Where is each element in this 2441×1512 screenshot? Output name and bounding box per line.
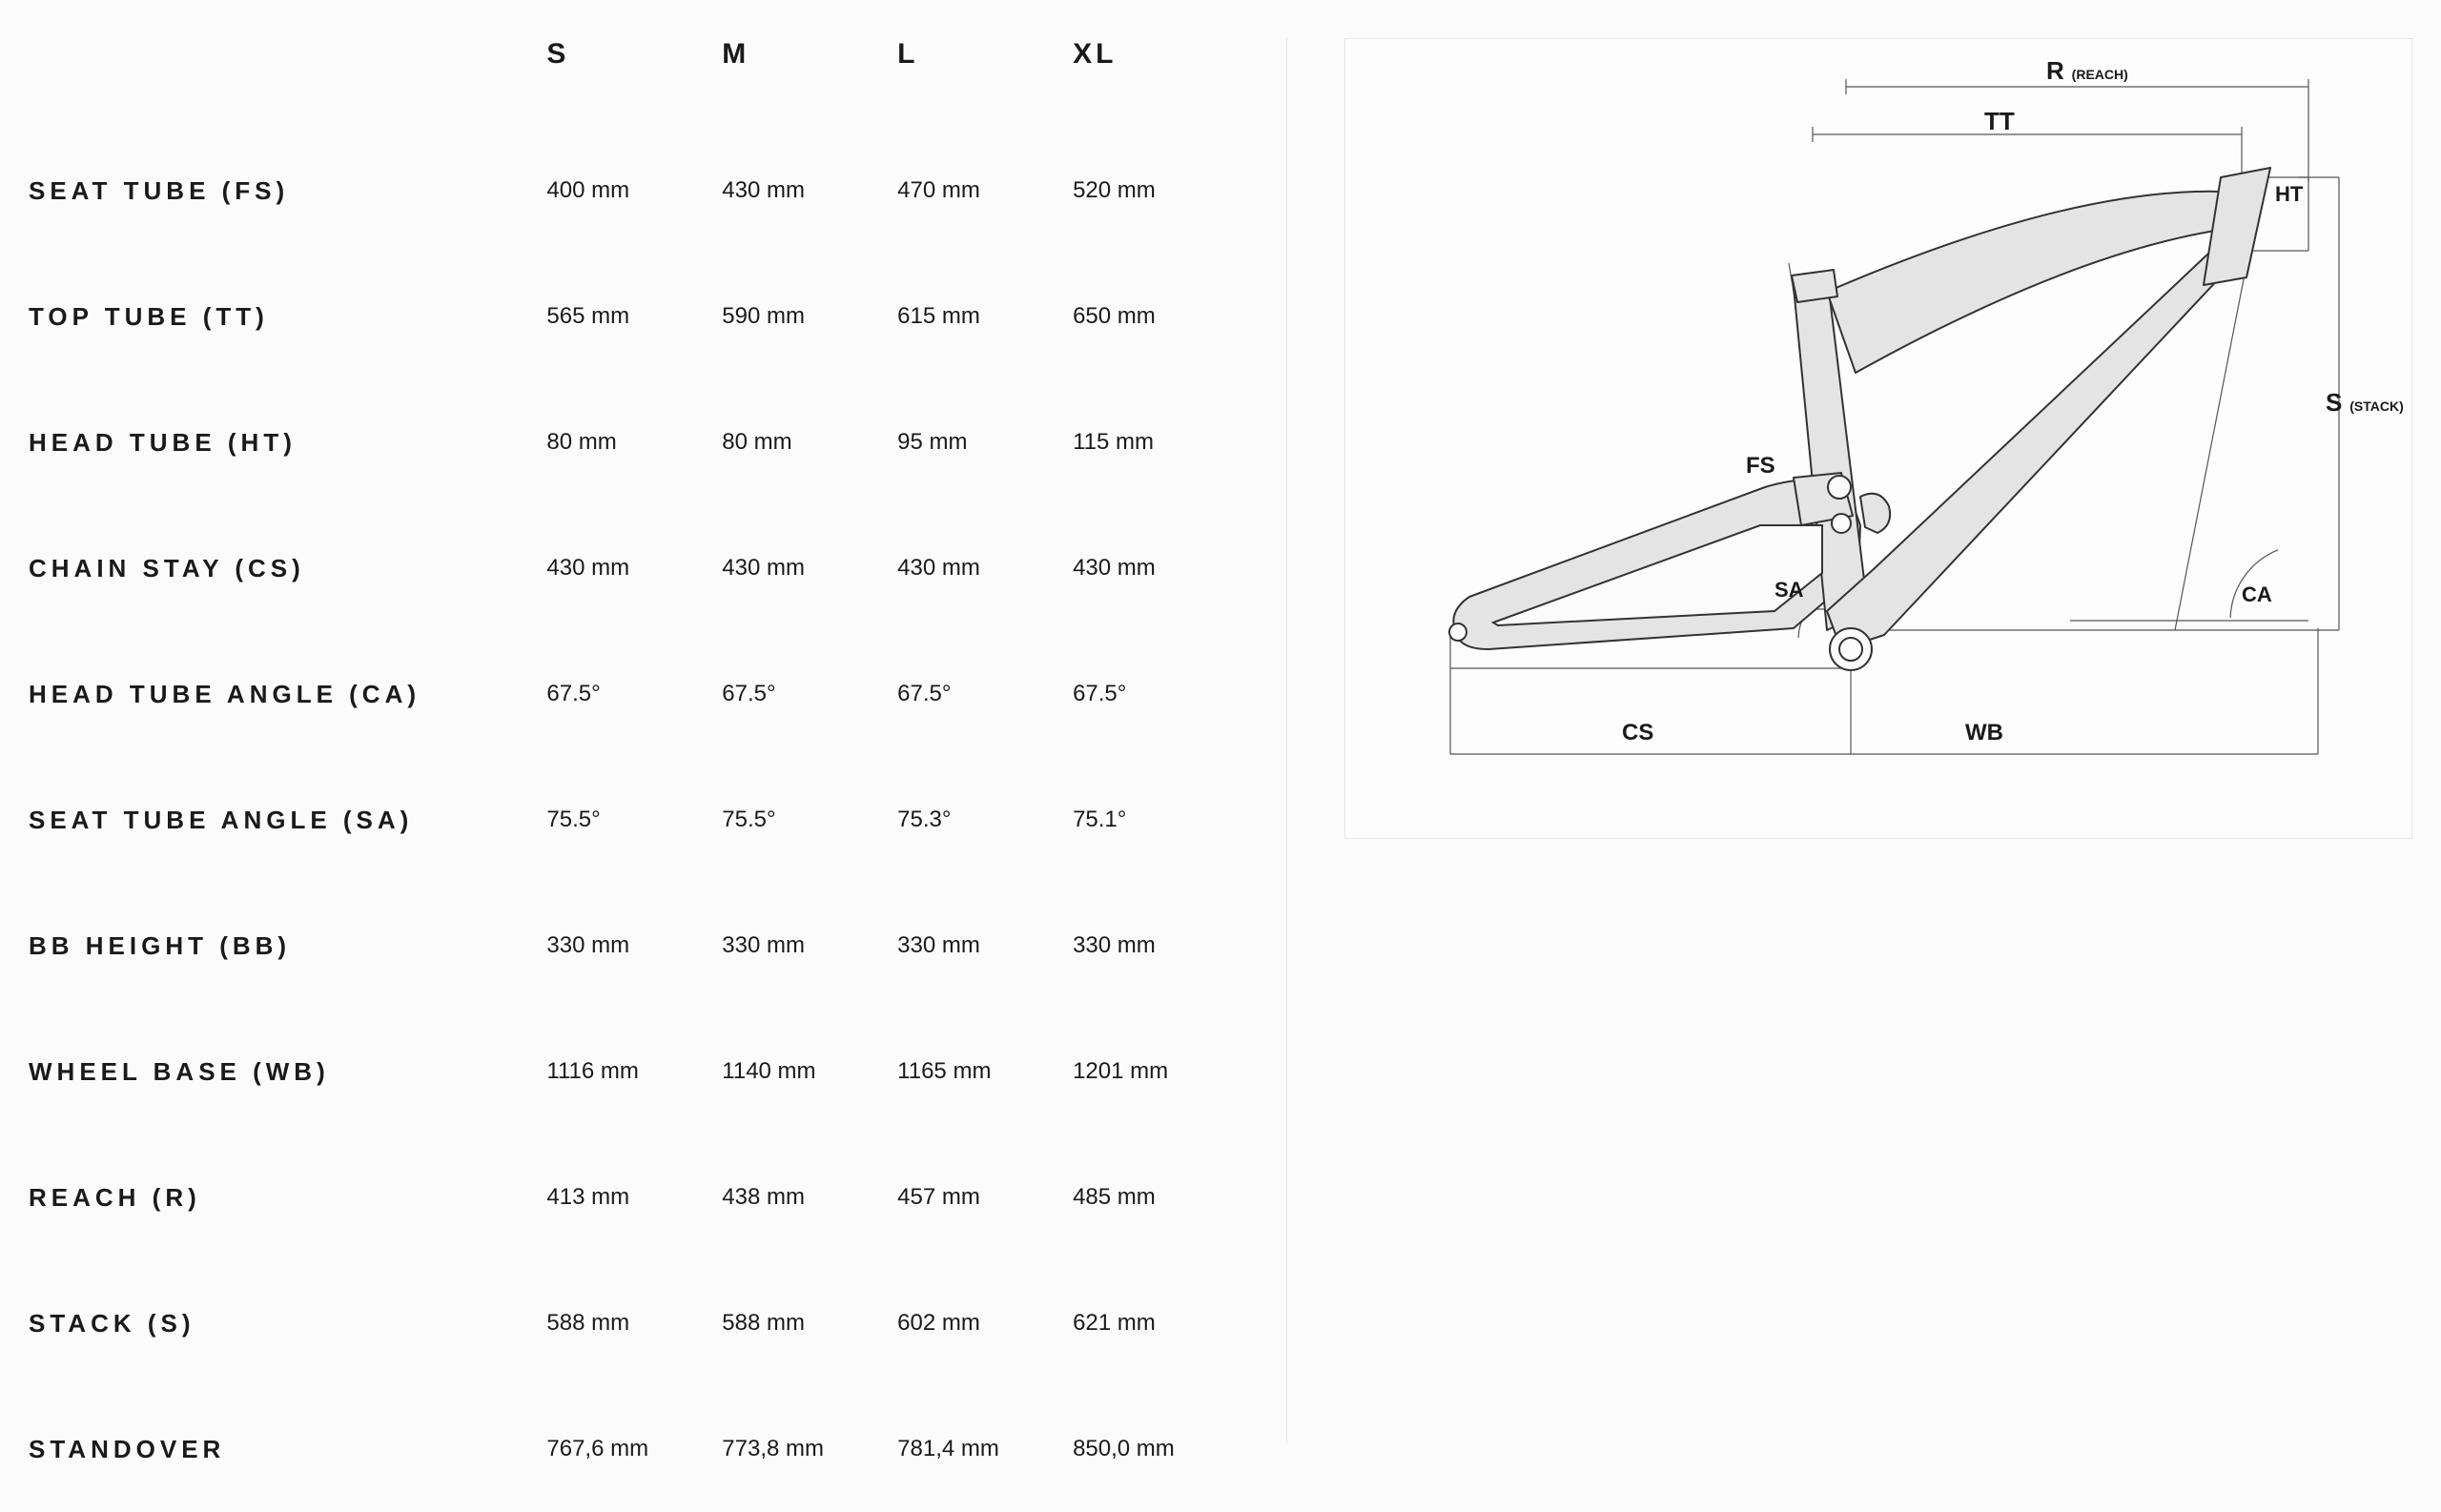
geometry-table: S M L XL SEAT TUBE (FS)400 mm430 mm470 m… — [29, 38, 1248, 1512]
cell-value: 430 mm — [722, 505, 897, 631]
svg-text:TT: TT — [1984, 107, 2015, 135]
cell-value: 650 mm — [1073, 254, 1248, 379]
cell-value: 1140 mm — [722, 1009, 897, 1134]
cell-value: 621 mm — [1073, 1260, 1248, 1386]
cell-value: 588 mm — [722, 1260, 897, 1386]
table-header-row: S M L XL — [29, 38, 1248, 128]
row-label: STANDOVER — [29, 1386, 546, 1512]
table-row: CHAIN STAY (CS)430 mm430 mm430 mm430 mm — [29, 505, 1248, 631]
svg-text:R (REACH): R (REACH) — [2046, 56, 2128, 85]
table-row: REACH (R)413 mm438 mm457 mm485 mm — [29, 1134, 1248, 1260]
row-label: BB HEIGHT (BB) — [29, 883, 546, 1009]
cell-value: 588 mm — [546, 1260, 722, 1386]
row-label: TOP TUBE (TT) — [29, 254, 546, 379]
cell-value: 67.5° — [546, 631, 722, 757]
cell-value: 773,8 mm — [722, 1386, 897, 1512]
cell-value: 67.5° — [722, 631, 897, 757]
table-row: STANDOVER767,6 mm773,8 mm781,4 mm850,0 m… — [29, 1386, 1248, 1512]
col-m: M — [722, 38, 897, 128]
cell-value: 485 mm — [1073, 1134, 1248, 1260]
row-label: WHEEL BASE (WB) — [29, 1009, 546, 1134]
svg-text:SA: SA — [1774, 578, 1804, 602]
cell-value: 80 mm — [722, 379, 897, 505]
row-label: SEAT TUBE ANGLE (SA) — [29, 757, 546, 883]
cell-value: 115 mm — [1073, 379, 1248, 505]
table-row: SEAT TUBE (FS)400 mm430 mm470 mm520 mm — [29, 128, 1248, 254]
svg-text:S (STACK): S (STACK) — [2326, 388, 2404, 417]
cell-value: 590 mm — [722, 254, 897, 379]
cell-value: 438 mm — [722, 1134, 897, 1260]
geometry-table-wrapper: S M L XL SEAT TUBE (FS)400 mm430 mm470 m… — [29, 38, 1287, 1443]
cell-value: 330 mm — [1073, 883, 1248, 1009]
cell-value: 781,4 mm — [897, 1386, 1073, 1512]
cell-value: 767,6 mm — [546, 1386, 722, 1512]
diagram-panel: R (REACH) TT HT S (STACK) FS SA CA CS WB — [1287, 38, 2412, 1443]
svg-text:CS: CS — [1622, 720, 1653, 746]
cell-value: 457 mm — [897, 1134, 1073, 1260]
cell-value: 75.5° — [722, 757, 897, 883]
svg-text:WB: WB — [1965, 720, 2003, 746]
cell-value: 330 mm — [897, 883, 1073, 1009]
cell-value: 430 mm — [722, 128, 897, 254]
svg-text:FS: FS — [1746, 453, 1775, 479]
row-label: STACK (S) — [29, 1260, 546, 1386]
cell-value: 67.5° — [1073, 631, 1248, 757]
row-label: HEAD TUBE ANGLE (CA) — [29, 631, 546, 757]
cell-value: 470 mm — [897, 128, 1073, 254]
table-row: SEAT TUBE ANGLE (SA)75.5°75.5°75.3°75.1° — [29, 757, 1248, 883]
frame-diagram: R (REACH) TT HT S (STACK) FS SA CA CS WB — [1344, 38, 2412, 839]
row-label: CHAIN STAY (CS) — [29, 505, 546, 631]
table-row: WHEEL BASE (WB)1116 mm1140 mm1165 mm1201… — [29, 1009, 1248, 1134]
svg-text:HT: HT — [2275, 182, 2304, 206]
cell-value: 1201 mm — [1073, 1009, 1248, 1134]
cell-value: 1116 mm — [546, 1009, 722, 1134]
cell-value: 95 mm — [897, 379, 1073, 505]
cell-value: 1165 mm — [897, 1009, 1073, 1134]
cell-value: 330 mm — [722, 883, 897, 1009]
col-xl: XL — [1073, 38, 1248, 128]
cell-value: 430 mm — [897, 505, 1073, 631]
col-l: L — [897, 38, 1073, 128]
row-label: SEAT TUBE (FS) — [29, 128, 546, 254]
svg-text:CA: CA — [2242, 582, 2272, 606]
cell-value: 520 mm — [1073, 128, 1248, 254]
table-row: HEAD TUBE ANGLE (CA)67.5°67.5°67.5°67.5° — [29, 631, 1248, 757]
table-row: TOP TUBE (TT)565 mm590 mm615 mm650 mm — [29, 254, 1248, 379]
cell-value: 430 mm — [1073, 505, 1248, 631]
row-label: HEAD TUBE (HT) — [29, 379, 546, 505]
cell-value: 75.3° — [897, 757, 1073, 883]
cell-value: 413 mm — [546, 1134, 722, 1260]
cell-value: 67.5° — [897, 631, 1073, 757]
cell-value: 75.1° — [1073, 757, 1248, 883]
cell-value: 400 mm — [546, 128, 722, 254]
cell-value: 80 mm — [546, 379, 722, 505]
cell-value: 615 mm — [897, 254, 1073, 379]
cell-value: 850,0 mm — [1073, 1386, 1248, 1512]
table-row: HEAD TUBE (HT)80 mm80 mm95 mm115 mm — [29, 379, 1248, 505]
cell-value: 565 mm — [546, 254, 722, 379]
cell-value: 330 mm — [546, 883, 722, 1009]
cell-value: 430 mm — [546, 505, 722, 631]
row-label: REACH (R) — [29, 1134, 546, 1260]
table-row: STACK (S)588 mm588 mm602 mm621 mm — [29, 1260, 1248, 1386]
col-s: S — [546, 38, 722, 128]
cell-value: 602 mm — [897, 1260, 1073, 1386]
cell-value: 75.5° — [546, 757, 722, 883]
table-row: BB HEIGHT (BB)330 mm330 mm330 mm330 mm — [29, 883, 1248, 1009]
